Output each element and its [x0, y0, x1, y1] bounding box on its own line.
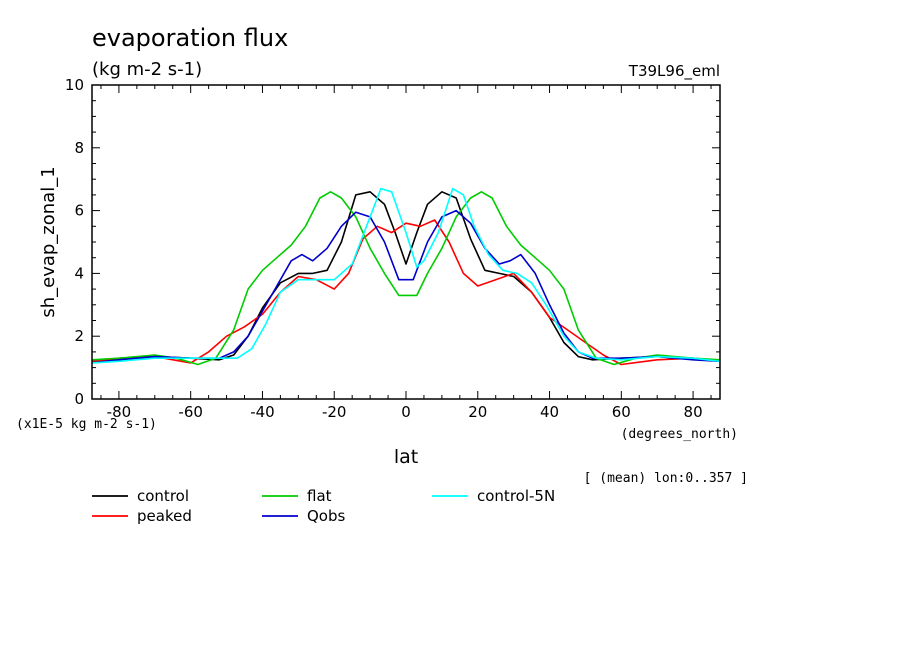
legend-label-qobs: Qobs [307, 507, 346, 525]
y-tick-label: 2 [74, 327, 84, 345]
y-tick-label: 6 [74, 202, 84, 220]
y-axis-label: sh_evap_zonal_1 [38, 166, 59, 317]
x-tick-label: 0 [401, 403, 411, 421]
series-line-control [91, 191, 721, 363]
x-tick-label: 60 [612, 403, 631, 421]
x-tick-label: -20 [322, 403, 347, 421]
legend-label-peaked: peaked [137, 507, 192, 525]
x-tick-label: 80 [684, 403, 703, 421]
series-line-peaked [91, 219, 721, 366]
series-line-flat [91, 191, 721, 366]
y-tick-label: 10 [65, 76, 84, 94]
plot-series-group [91, 187, 721, 366]
x-tick-label: -40 [250, 403, 275, 421]
series-line-control-5n [91, 187, 721, 364]
chart-subtitle: (kg m-2 s-1) [92, 59, 202, 80]
footnote: [ (mean) lon:0..357 ] [584, 471, 748, 486]
x-axis-units: (degrees_north) [621, 427, 738, 442]
y-axis-units: (x1E-5 kg m-2 s-1) [16, 417, 157, 432]
x-tick-label: -60 [178, 403, 203, 421]
axis-tick-labels: -80 -60 -40 -20 0 20 40 60 80 0 2 4 6 8 10 [65, 76, 703, 421]
series-line-qobs [91, 209, 721, 364]
x-tick-label: -80 [107, 403, 132, 421]
legend-label-flat: flat [307, 487, 332, 505]
legend-label-control: control [137, 487, 189, 505]
legend: control peaked flat Qobs control-5N [92, 487, 555, 525]
x-axis-label: lat [394, 446, 418, 468]
chart-title: evaporation flux [92, 24, 288, 52]
legend-label-control-5n: control-5N [477, 487, 555, 505]
run-label: T39L96_eml [628, 62, 720, 81]
y-tick-label: 0 [74, 390, 84, 408]
y-tick-label: 4 [74, 264, 84, 282]
x-tick-label: 20 [468, 403, 487, 421]
axis-ticks [92, 84, 720, 400]
y-tick-label: 8 [74, 139, 84, 157]
plot-frame [91, 84, 721, 400]
x-tick-label: 40 [540, 403, 559, 421]
